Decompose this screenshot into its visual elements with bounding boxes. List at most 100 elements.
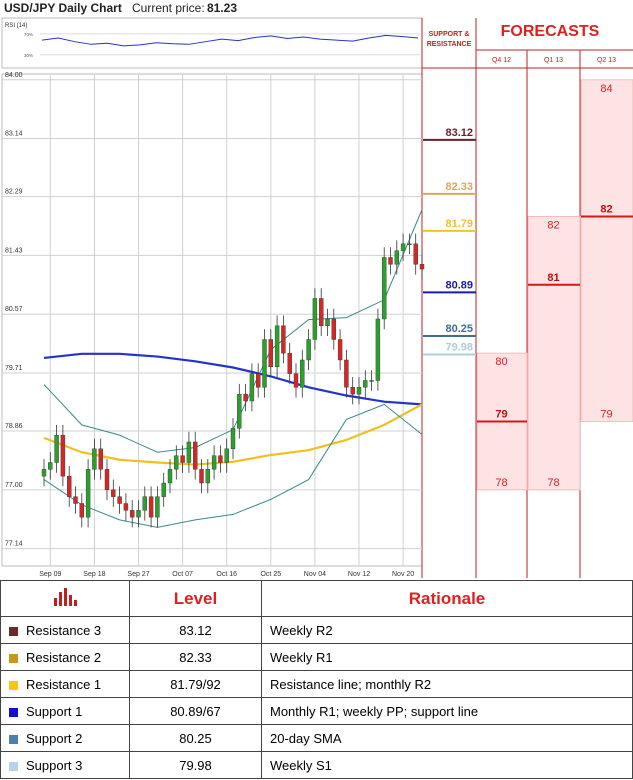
level-rationale: 20-day SMA — [261, 724, 633, 752]
candle-body — [73, 496, 78, 504]
table-row: Resistance 2 82.33 Weekly R1 — [0, 643, 633, 671]
y-tick-label: 79.71 — [5, 365, 23, 372]
y-tick-label: 80.57 — [5, 306, 23, 313]
rsi-tick-label: 70% — [24, 32, 33, 37]
candle-body — [117, 496, 122, 504]
level-value-text: 80.25 — [179, 730, 212, 746]
candle-body — [394, 250, 399, 265]
level-name-text: Support 2 — [26, 730, 83, 746]
level-label: 82.33 — [445, 181, 473, 193]
candle-body — [41, 469, 47, 477]
candle-body — [356, 387, 362, 395]
level-value-text: 79.98 — [179, 757, 212, 773]
table-row: Support 1 80.89/67 Monthly R1; weekly PP; … — [0, 697, 633, 725]
swatch — [9, 653, 18, 663]
candle-body — [142, 496, 148, 511]
candle-body — [104, 469, 110, 491]
x-tick-label: Sep 09 — [39, 571, 61, 578]
level-value-text: 83.12 — [179, 622, 212, 638]
chart: USD/JPY Daily Chart Current price: 81.23… — [0, 0, 633, 580]
level-rationale: Resistance line; monthly R2 — [261, 670, 633, 698]
level-rationale: Monthly R1; weekly PP; support line — [261, 697, 633, 725]
swatch — [9, 707, 18, 717]
x-tick-label: Oct 16 — [216, 571, 237, 578]
candle-body — [375, 318, 381, 381]
level-rationale-text: 20-day SMA — [270, 730, 342, 746]
candle-body — [92, 448, 97, 470]
y-tick-label: 84.00 — [5, 72, 23, 79]
candle-body — [407, 243, 412, 246]
table-row: Resistance 1 81.79/92 Resistance line; mon… — [0, 670, 633, 698]
candle-body — [369, 380, 374, 382]
level-name-text: Support 3 — [26, 757, 83, 773]
x-tick-label: Oct 07 — [172, 571, 193, 578]
x-tick-label: Nov 04 — [304, 571, 326, 578]
candle-body — [293, 373, 299, 388]
candle-body — [98, 448, 103, 470]
candle-body — [148, 496, 154, 518]
level-rationale-text: Weekly R1 — [270, 649, 333, 665]
forecast-range — [580, 79, 633, 422]
y-tick-label: 81.43 — [5, 247, 23, 254]
candle-body — [111, 489, 116, 497]
level-value: 80.89/67 — [129, 697, 262, 725]
table-row: Resistance 3 83.12 Weekly R2 — [0, 616, 633, 644]
forecast-mid-label: 81 — [547, 272, 559, 284]
candle-body — [224, 448, 229, 463]
x-tick-label: Nov 12 — [348, 571, 370, 578]
y-tick-label: 82.29 — [5, 189, 23, 196]
forecast-high: 80 — [495, 356, 507, 368]
chart-title: USD/JPY Daily Chart — [4, 1, 122, 15]
candle-body — [262, 339, 267, 388]
candle-body — [186, 441, 192, 463]
current-price-label: Current price: — [132, 1, 205, 15]
level-name-text: Support 1 — [26, 703, 83, 719]
candle-body — [344, 359, 349, 388]
candle-body — [205, 469, 211, 484]
candle-body — [325, 318, 330, 327]
table-header: Level Rationale — [0, 580, 633, 617]
level-value: 81.79/92 — [129, 670, 262, 698]
candle-body — [136, 510, 141, 518]
candle-body — [199, 469, 204, 484]
forecast-mid-label: 82 — [600, 203, 612, 215]
level-value: 79.98 — [129, 751, 262, 779]
candle-body — [237, 393, 242, 429]
level-value-text: 82.33 — [179, 649, 212, 665]
level-rationale-text: Weekly R2 — [270, 622, 333, 638]
forecast-column-label: Q4 12 — [492, 57, 511, 64]
level-value-text: 81.79/92 — [170, 676, 221, 692]
level-rationale-text: Weekly S1 — [270, 757, 332, 773]
candle-body — [306, 339, 311, 361]
candle-body — [230, 428, 236, 450]
candle-body — [312, 298, 318, 340]
candle-body — [161, 482, 166, 497]
candle-body — [274, 325, 280, 368]
header-cell: Rationale — [261, 580, 633, 617]
icon — [54, 588, 77, 606]
candle-body — [123, 503, 129, 511]
candle-body — [211, 455, 217, 470]
candle-body — [400, 243, 406, 251]
rsi-line — [41, 34, 419, 47]
level-name-text: Resistance 2 — [26, 649, 102, 665]
forecast-range — [527, 216, 581, 491]
candle-body — [331, 318, 336, 340]
swatch — [9, 680, 18, 690]
candle-body — [300, 359, 305, 388]
candle-body — [337, 339, 343, 361]
table-row: Support 2 80.25 20-day SMA — [0, 724, 633, 752]
level-label: 80.89 — [445, 279, 473, 291]
forecasts-title: FORECASTS — [501, 23, 600, 40]
candle-body — [155, 496, 160, 518]
forecast-low: 79 — [600, 408, 612, 420]
level-name: Support 1 — [0, 697, 130, 725]
candle-body — [218, 455, 223, 463]
y-tick-label: 77.00 — [5, 482, 23, 489]
level-value: 82.33 — [129, 643, 262, 671]
level-label: 80.25 — [445, 323, 473, 335]
levels-title-box: SUPPORT & RESISTANCE — [427, 31, 472, 48]
level-rationale: Weekly S1 — [261, 751, 633, 779]
level-value: 83.12 — [129, 616, 262, 644]
